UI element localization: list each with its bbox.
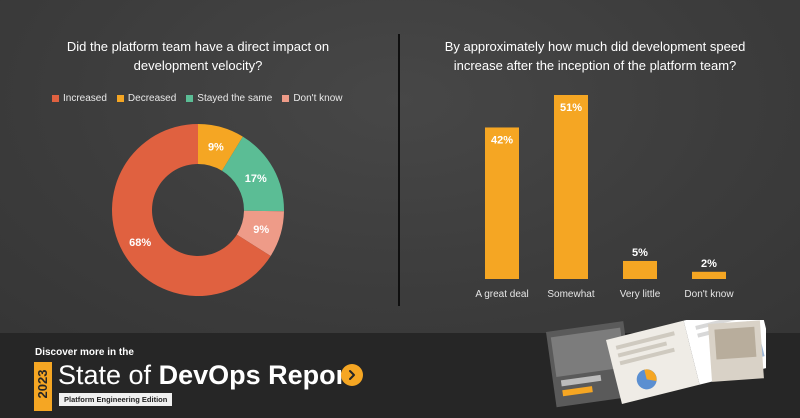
report-book-image	[546, 320, 766, 408]
bar-category-label: Very little	[620, 289, 661, 300]
donut-slice	[236, 210, 284, 256]
donut-slice-label: 17%	[245, 173, 267, 185]
bar-value-label: 2%	[701, 258, 717, 270]
donut-slice	[222, 136, 284, 212]
donut-chart-title: Did the platform team have a direct impa…	[66, 39, 330, 73]
bar	[623, 260, 657, 279]
legend-label: Don't know	[293, 93, 343, 104]
donut-slice-label: 9%	[208, 141, 224, 153]
bar-category-label: Don't know	[684, 289, 734, 300]
donut-slice-label: 9%	[253, 224, 269, 236]
donut-slice	[198, 124, 243, 171]
chevron-right-icon	[349, 370, 355, 380]
report-title-bold: DevOps Report	[158, 360, 356, 390]
legend-label: Stayed the same	[197, 93, 273, 104]
edition-badge: Platform Engineering Edition	[59, 393, 173, 406]
year-label: 2023	[35, 369, 50, 399]
bar	[554, 95, 588, 279]
legend-label: Decreased	[127, 93, 177, 104]
bar-value-label: 5%	[632, 247, 648, 259]
bar-chart: 42% A great deal 51% Somewhat 5% Very little 2…	[475, 95, 734, 300]
legend-swatch	[116, 95, 124, 102]
legend-item: Decreased	[116, 93, 177, 104]
legend-swatch	[52, 95, 59, 102]
bar-chart-title: By approximately how much did developmen…	[444, 39, 746, 73]
legend-item: Stayed the same	[186, 93, 272, 104]
donut-legend: Increased Decreased Stayed the same Don't k…	[52, 93, 352, 104]
bar-category-label: A great deal	[475, 289, 528, 300]
bar-category-label: Somewhat	[547, 289, 594, 300]
legend-swatch	[282, 95, 290, 102]
chart-divider	[398, 34, 400, 306]
legend-label: Increased	[63, 93, 107, 104]
donut-chart: 9% 17% 9% 68%	[112, 124, 284, 296]
bar-value-label: 42%	[491, 134, 513, 146]
legend-swatch	[186, 95, 194, 102]
legend-item: Don't know	[282, 93, 342, 104]
bar	[692, 271, 726, 279]
report-title[interactable]: State of DevOps Report	[58, 360, 355, 390]
donut-slice	[112, 124, 271, 296]
bar-value-label: 51%	[560, 102, 582, 114]
report-title-light: State of	[58, 360, 159, 390]
legend-item: Increased	[52, 93, 107, 104]
year-badge	[34, 362, 52, 411]
discover-text: Discover more in the	[35, 347, 134, 358]
report-link-button[interactable]	[341, 364, 363, 386]
donut-slice-label: 68%	[129, 237, 151, 249]
bar	[485, 127, 519, 280]
